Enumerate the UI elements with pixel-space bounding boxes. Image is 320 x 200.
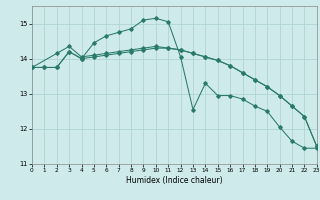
X-axis label: Humidex (Indice chaleur): Humidex (Indice chaleur) <box>126 176 223 185</box>
